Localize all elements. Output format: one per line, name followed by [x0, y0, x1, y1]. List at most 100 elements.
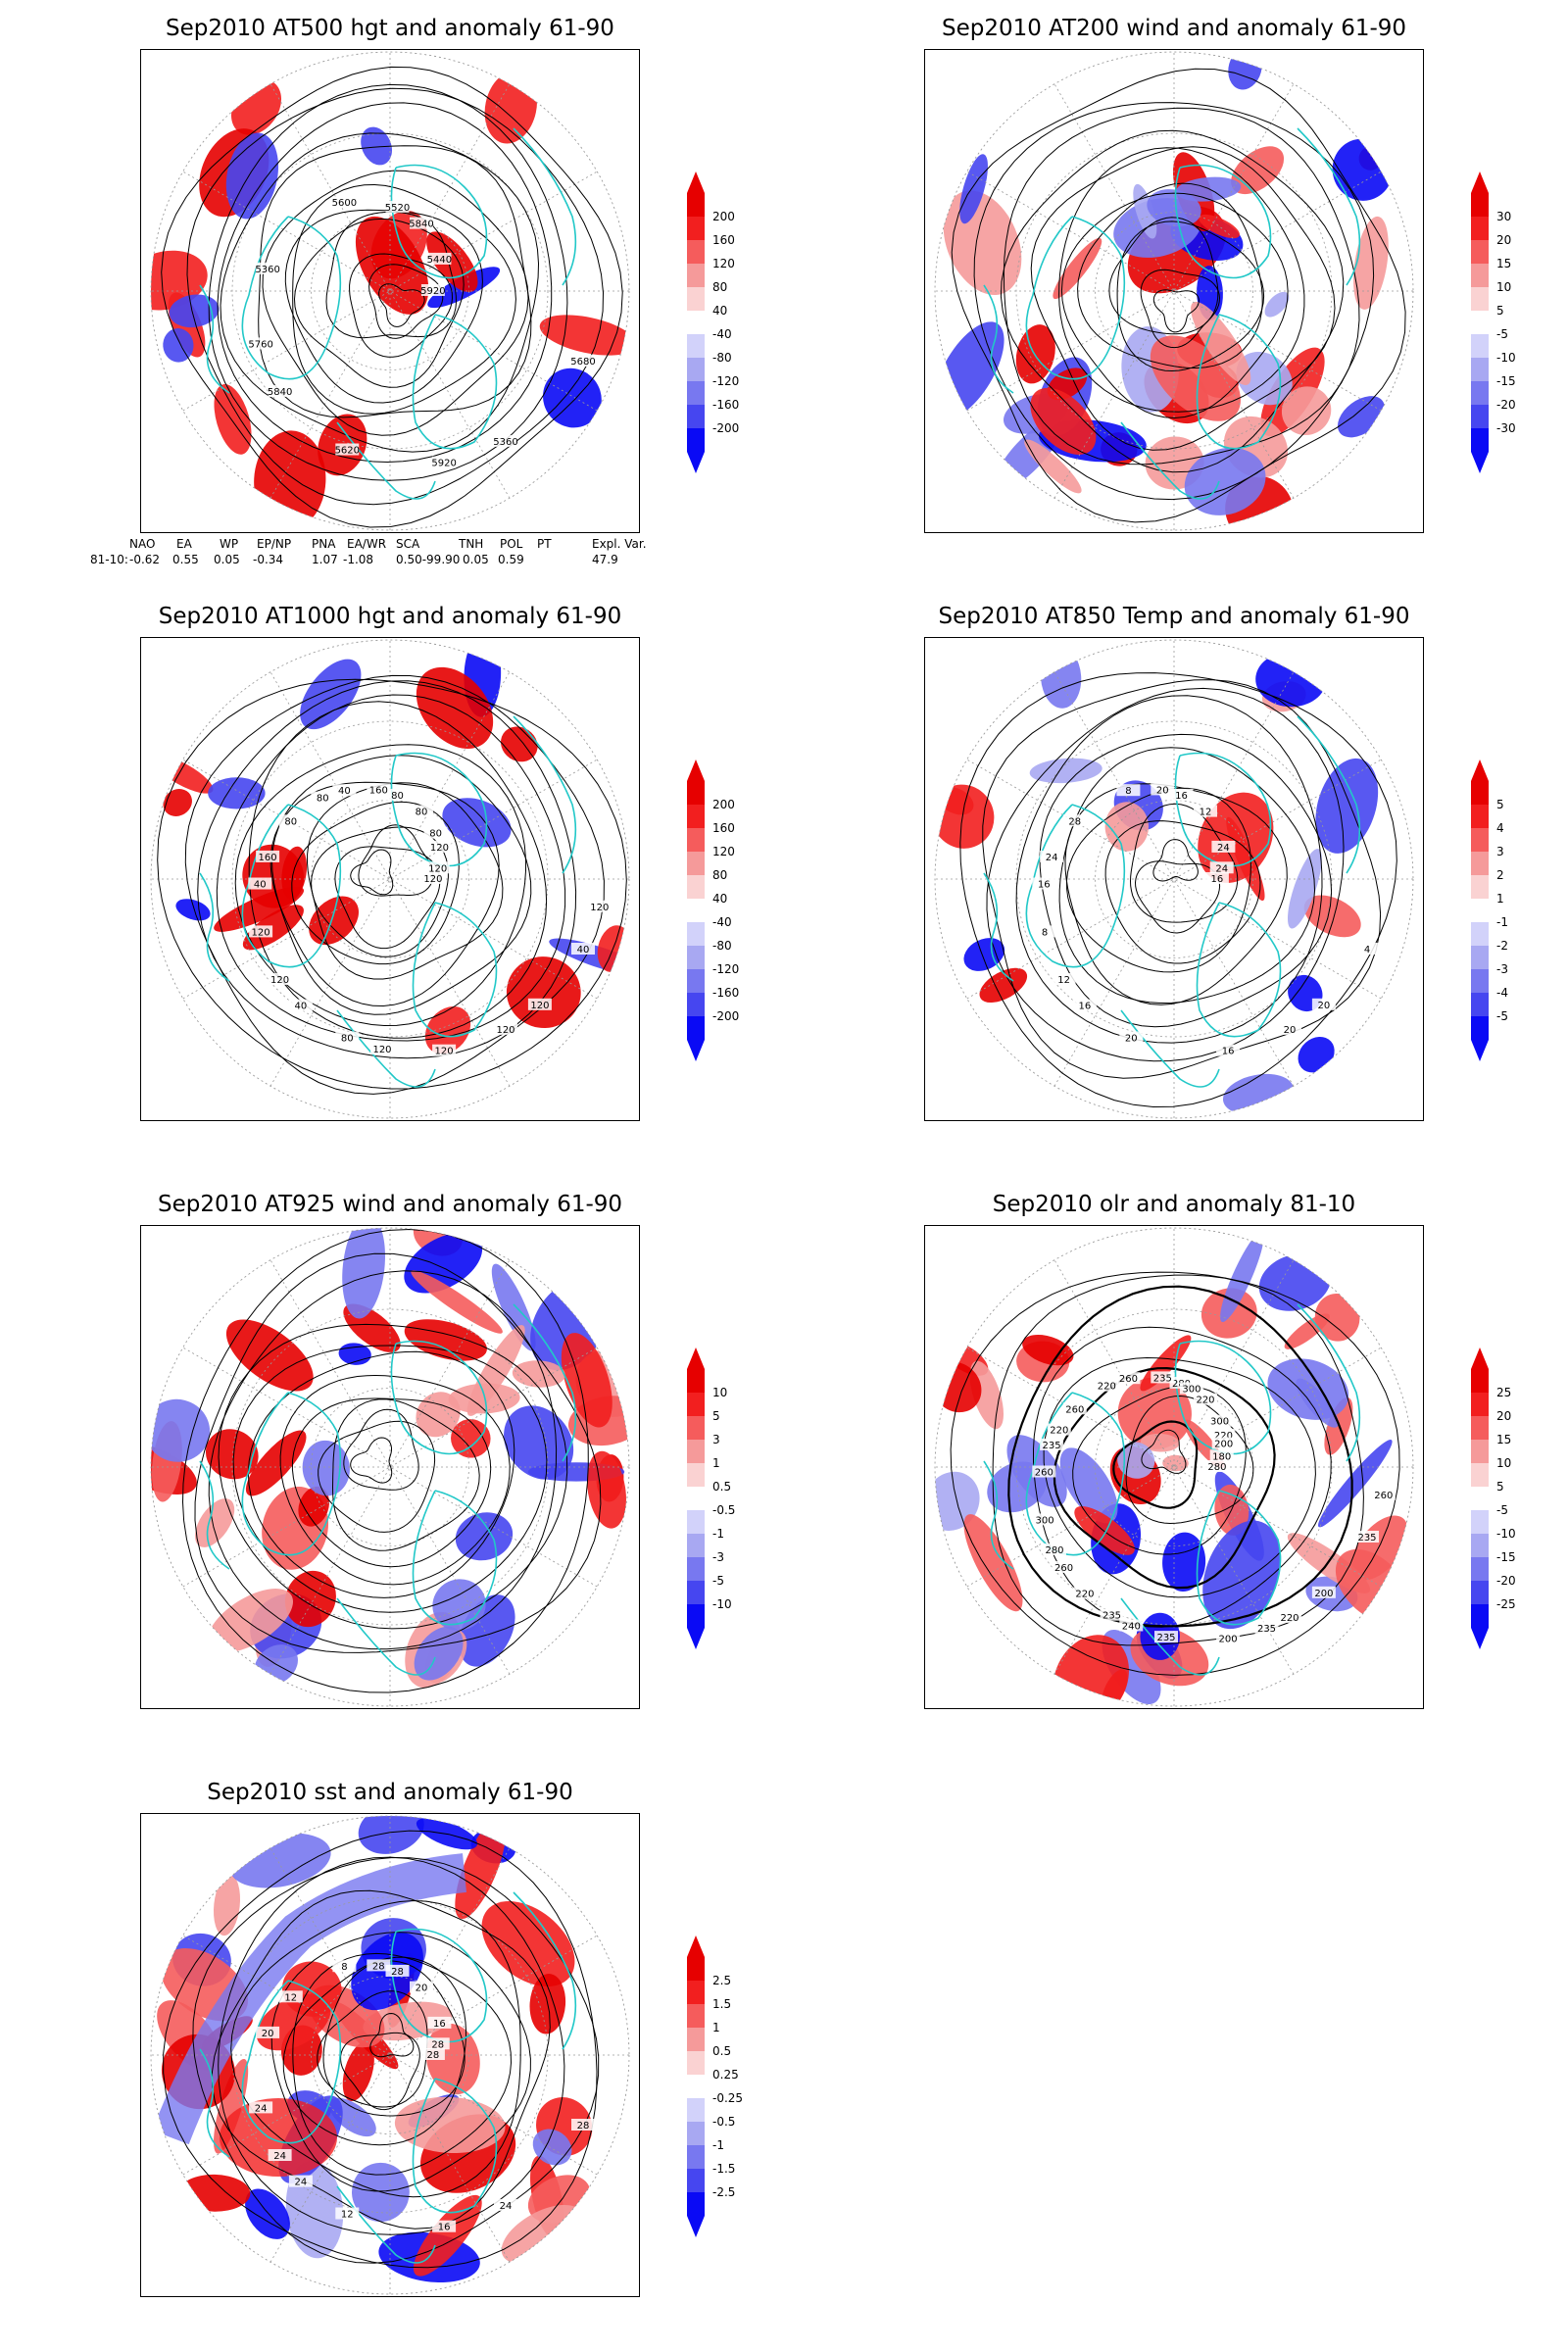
contour-label-bg: [1032, 1465, 1056, 1478]
contour-line: [217, 102, 553, 464]
colorbar-label: 5: [712, 1409, 720, 1423]
contour-label-bg: [1032, 877, 1056, 890]
contour-label-bg: [1169, 788, 1194, 801]
colorbar-label: 1: [712, 2021, 720, 2034]
positive-anomaly-area: [416, 1392, 461, 1438]
colorbar-label: -3: [1496, 962, 1508, 976]
contour-label: 24: [1217, 843, 1230, 854]
colorbar-label: 40: [712, 892, 728, 906]
colorbar-swatch: [1471, 805, 1489, 828]
colorbar-bottom-arrow: [687, 1628, 705, 1649]
positive-anomaly-area: [195, 1498, 235, 1547]
colorbar-label: -1: [712, 2138, 724, 2152]
negative-anomaly-area: [414, 1626, 464, 1681]
coastline: [241, 1392, 342, 1556]
tele-header: WP: [220, 537, 239, 551]
contour-label-bg: [248, 877, 272, 890]
negative-anomaly-area: [1059, 1447, 1118, 1524]
colorbar-swatch: [687, 2192, 705, 2216]
positive-anomaly-area: [1353, 216, 1389, 310]
colorbar-bottom-arrow: [687, 2216, 705, 2237]
negative-anomaly-area: [361, 126, 392, 166]
contour-label-bg: [249, 2101, 273, 2114]
positive-anomaly-area: [935, 784, 995, 849]
coastline: [1196, 314, 1282, 450]
contour-label: 20: [1284, 1025, 1297, 1036]
positive-anomaly-area: [1022, 1334, 1074, 1366]
meridian: [182, 1347, 598, 1588]
colorbar-label: 15: [1496, 1433, 1512, 1446]
negative-anomaly-area: [543, 368, 602, 428]
colorbar-swatch: [687, 993, 705, 1016]
contour-label: 120: [590, 903, 609, 913]
contour-label: 80: [391, 791, 404, 802]
tele-value: 0.59: [498, 553, 524, 566]
contour-line: [234, 744, 527, 1027]
contour-label: 120: [270, 975, 289, 986]
contour-label: 12: [284, 1992, 297, 2003]
polar-boundary: [150, 1227, 630, 1707]
positive-anomaly-area: [1314, 1293, 1360, 1342]
contour-label: 20: [262, 2029, 274, 2039]
colorbar-label: -20: [1496, 1574, 1516, 1588]
coastline: [1297, 715, 1361, 874]
colorbar-swatch: [1471, 1016, 1489, 1040]
positive-anomaly-area: [539, 315, 629, 356]
contour-label-bg: [1062, 814, 1087, 827]
map-frame: 5920 5840 5520 5360 5360 5440 5620 5600 5680 5760…: [140, 49, 640, 533]
tele-header: NAO: [129, 537, 156, 551]
contour-label: 235: [1357, 1533, 1376, 1544]
contour-label: 20: [1318, 1001, 1331, 1011]
contour-label-bg: [370, 1043, 394, 1055]
negative-anomaly-area: [1175, 176, 1242, 202]
contour-line: [1104, 820, 1261, 964]
coastline: [412, 1490, 498, 1626]
colorbar-label: -120: [712, 962, 740, 976]
colorbar-label: -160: [712, 986, 740, 1000]
colorbar-label: 0.5: [712, 1480, 732, 1494]
contour-label: 24: [500, 2201, 513, 2212]
negative-anomaly-area: [455, 1512, 514, 1561]
colorbar-label: -40: [712, 915, 732, 929]
contour-label-bg: [1204, 872, 1229, 884]
colorbar-label: 1: [712, 1456, 720, 1470]
streamline: [1030, 146, 1336, 451]
colorbar-label: 10: [712, 1386, 728, 1399]
map-frame: 2802602802202352202402602353002202002601…: [924, 1225, 1424, 1709]
colorbar-label: -15: [1496, 1550, 1516, 1564]
contour-label-bg: [268, 385, 292, 397]
contour-label: 28: [391, 1967, 404, 1978]
tele-header: SCA: [396, 537, 420, 551]
contour-label-bg: [1254, 1621, 1279, 1634]
contour-line: [293, 218, 465, 388]
contour-label: 260: [1054, 1563, 1073, 1574]
positive-anomaly-area: [1074, 1506, 1135, 1555]
colorbar-swatch: [1471, 264, 1489, 287]
contour-label: 28: [1068, 816, 1081, 827]
contour-label: 160: [259, 853, 277, 863]
contour-label: 5760: [248, 339, 272, 350]
streamline: [1152, 289, 1200, 333]
contour-label: 300: [1036, 1515, 1054, 1526]
coastline: [199, 2048, 230, 2158]
colorbar-label: 5: [1496, 1480, 1504, 1494]
colorbar-bottom-arrow: [687, 1040, 705, 1061]
contour-line: [1072, 1385, 1247, 1555]
contour-label: 5620: [335, 446, 360, 457]
colorbar-label: -10: [1496, 1527, 1516, 1541]
contour-line: [368, 264, 444, 339]
colorbar-swatch: [687, 946, 705, 969]
streamline: [194, 1252, 602, 1653]
colorbar-swatch: [687, 1604, 705, 1628]
polar-map: 28 24 28 24 20 16 12 8 28 24 20 16 12 28 24 28: [150, 1815, 630, 2295]
colorbar-label: -2: [1496, 939, 1508, 953]
colorbar-top-arrow: [1471, 760, 1489, 781]
contour-line: [959, 672, 1397, 1108]
colorbar-swatch: [1471, 381, 1489, 405]
meridian: [966, 1347, 1382, 1588]
tele-value: -0.62: [129, 553, 161, 566]
polar-map: 5920 5840 5520 5360 5360 5440 5620 5600 5680 5760…: [150, 51, 630, 531]
negative-anomaly-area: [1332, 138, 1394, 201]
contour-label: 180: [1212, 1451, 1231, 1462]
panel-title: Sep2010 sst and anomaly 61-90: [207, 1780, 573, 1805]
